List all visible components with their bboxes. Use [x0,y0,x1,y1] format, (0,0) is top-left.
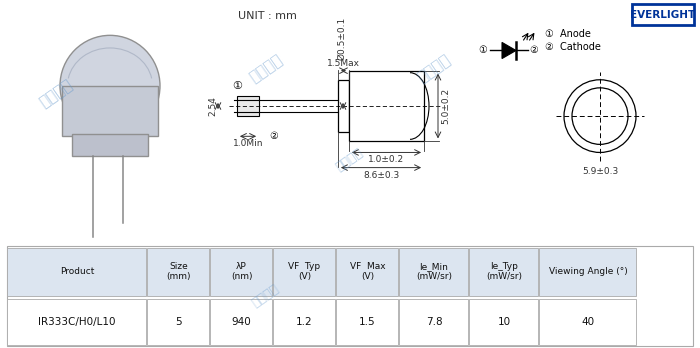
Bar [215,0,700,245]
Text: 超毅电子: 超毅电子 [246,52,286,85]
Text: Ø0.5±0.1: Ø0.5±0.1 [337,16,346,60]
Text: 40: 40 [582,317,594,327]
Polygon shape [502,42,516,58]
Bar [469,248,538,296]
Bar [539,248,636,296]
Bar [7,248,146,296]
Text: 2.54: 2.54 [208,96,217,116]
Text: 1.5: 1.5 [359,317,376,327]
Text: UNIT : mm: UNIT : mm [238,11,297,21]
Text: Viewing Angle (°): Viewing Angle (°) [549,267,627,276]
Text: 超毅电子: 超毅电子 [250,282,282,310]
Text: λP
(nm): λP (nm) [231,262,252,282]
Bar [273,248,335,296]
Bar [237,96,259,116]
Bar [349,71,424,141]
Text: 7.8: 7.8 [426,317,442,327]
Bar [72,134,148,157]
Circle shape [572,88,628,144]
Text: 1.5Max: 1.5Max [327,59,360,68]
Bar [539,299,636,345]
Text: ①: ① [232,81,242,91]
Text: EVERLIGHT: EVERLIGHT [631,10,696,20]
Bar [273,299,335,345]
Text: ①  Anode: ① Anode [545,29,591,39]
Text: Product: Product [60,267,94,276]
Text: 10: 10 [498,317,510,327]
Circle shape [60,35,160,136]
Text: 超毅电子: 超毅电子 [36,77,76,110]
Text: 1.0±0.2: 1.0±0.2 [368,156,405,165]
Text: 5.0±0.2: 5.0±0.2 [441,88,450,124]
Text: 940: 940 [232,317,251,327]
Bar [338,80,349,132]
Text: 8.6±0.3: 8.6±0.3 [363,171,399,180]
Text: VF  Typ
(V): VF Typ (V) [288,262,321,282]
Bar [147,248,209,296]
Text: VF  Max
(V): VF Max (V) [350,262,385,282]
Text: 1.2: 1.2 [296,317,313,327]
Text: ②  Cathode: ② Cathode [545,42,601,53]
Text: ②: ② [530,46,538,55]
Bar [336,299,398,345]
Text: Size
(mm): Size (mm) [167,262,190,282]
Bar [210,299,272,345]
Bar [399,248,468,296]
Text: ②: ② [269,131,278,141]
Bar [147,299,209,345]
Bar [210,248,272,296]
Text: 超毅电子: 超毅电子 [334,145,366,173]
Text: 超毅电子: 超毅电子 [414,52,454,85]
Bar [7,299,146,345]
Text: 5: 5 [175,317,182,327]
Text: IR333C/H0/L10: IR333C/H0/L10 [38,317,116,327]
Text: 1.0Min: 1.0Min [232,139,263,148]
Text: 5.9±0.3: 5.9±0.3 [582,167,618,176]
Bar [399,299,468,345]
Bar [632,4,694,25]
Text: Ie_Min
(mW/sr): Ie_Min (mW/sr) [416,262,452,282]
Bar [469,299,538,345]
Text: Ie_Typ
(mW/sr): Ie_Typ (mW/sr) [486,262,522,282]
Text: ①: ① [479,46,487,55]
Bar [62,86,158,136]
Bar [336,248,398,296]
